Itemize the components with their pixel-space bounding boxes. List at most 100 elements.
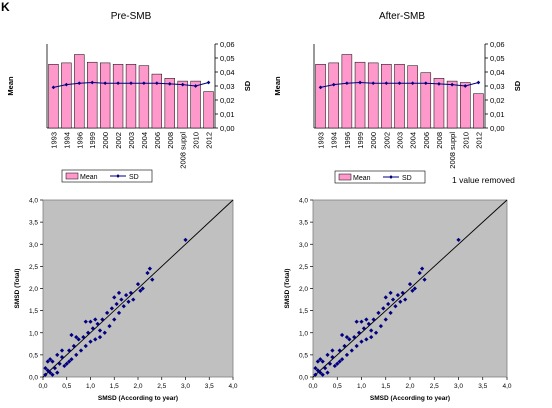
post-scatter-point bbox=[347, 337, 352, 342]
post-scatter-point bbox=[371, 317, 376, 322]
post-scatter-point bbox=[388, 310, 393, 315]
pre-bars-bar bbox=[48, 64, 59, 129]
post-scatter-point bbox=[373, 330, 379, 335]
pre-bars-bar bbox=[61, 62, 72, 129]
post-scatter-y-tick-label: 1,5 bbox=[299, 308, 308, 315]
post-bars-bar bbox=[420, 72, 432, 129]
pre-bars-x-tick-label: 1996 bbox=[75, 132, 84, 149]
post-bars-sd-point bbox=[476, 80, 481, 85]
post-bars-x-tick-label: 1993 bbox=[317, 132, 326, 149]
post-scatter-x-tick-label: 0,0 bbox=[308, 383, 317, 390]
post-scatter-x-tick-label: 2,0 bbox=[405, 383, 414, 390]
post-scatter-point bbox=[342, 343, 347, 349]
post-scatter-point bbox=[335, 361, 340, 366]
pre-bars-bar bbox=[177, 80, 188, 129]
pre-scatter-y-tick-label: 4,0 bbox=[29, 198, 38, 205]
post-scatter-point bbox=[364, 317, 369, 322]
pre-scatter-x-tick-label: 1,5 bbox=[110, 383, 119, 390]
post-scatter-point bbox=[388, 290, 393, 296]
pre-scatter-y-tick-label: 0,5 bbox=[29, 352, 38, 359]
post-bars-chart: After-SMB 0,00 0,01 0,02 0,03 0,04 0,05 0,06 199… bbox=[273, 11, 522, 184]
post-bars-title: After-SMB bbox=[379, 11, 425, 22]
pre-scatter-point bbox=[135, 281, 141, 287]
post-bars-legend-sd-marker bbox=[389, 175, 393, 179]
post-scatter-chart: 0,0 0,5 1,0 1,5 2,0 2,5 3,0 3,5 4,0 0,0 0,5 1,0 1,5 2… bbox=[284, 198, 512, 403]
post-scatter-point bbox=[420, 266, 425, 271]
post-bars-bar bbox=[407, 65, 418, 129]
post-scatter-x-tick-label: 2,5 bbox=[430, 383, 439, 390]
pre-bars-y2-tick-label: 0,04 bbox=[220, 68, 235, 77]
post-bars-y2-tick-label: 0,06 bbox=[490, 40, 505, 49]
pre-scatter-x-tick-label: 3,0 bbox=[181, 383, 190, 390]
post-scatter-point bbox=[381, 306, 386, 311]
post-scatter-x-tick-label: 0,5 bbox=[333, 383, 342, 390]
post-scatter-point bbox=[354, 343, 359, 349]
pre-scatter-chart: 0,0 0,5 1,0 1,5 2,0 2,5 3,0 3,5 4,0 0,0 0,5 1,0 1,5 2… bbox=[14, 198, 238, 403]
pre-scatter-point bbox=[145, 270, 150, 276]
post-bars-x-tick-label: 2010 bbox=[461, 132, 470, 149]
pre-scatter-x-tick-label: 2,5 bbox=[157, 383, 166, 390]
post-scatter-point bbox=[369, 335, 374, 340]
post-scatter-point bbox=[320, 359, 325, 364]
post-bars-x-tick-label: 2000 bbox=[369, 132, 378, 149]
post-scatter-y-tick-label: 4,0 bbox=[299, 198, 308, 205]
post-bars-y2-tick-label: 0,00 bbox=[490, 124, 505, 133]
pre-scatter-y-tick-label: 3,0 bbox=[29, 242, 38, 249]
post-bars-bar bbox=[460, 82, 471, 129]
post-scatter-point bbox=[354, 319, 359, 324]
post-bars-x-tick-label: 1999 bbox=[356, 132, 365, 149]
post-bars-y2-tick-label: 0,04 bbox=[490, 68, 505, 77]
post-bars-x-tick-label: 2006 bbox=[422, 132, 431, 149]
pre-bars-bar bbox=[190, 80, 201, 129]
pre-bars-y2-tick-label: 0,02 bbox=[220, 96, 235, 105]
pre-bars-legend-sd-marker bbox=[116, 174, 120, 178]
post-scatter-point bbox=[417, 270, 422, 276]
post-scatter-point bbox=[376, 310, 381, 315]
pre-scatter-y-tick-label: 2,5 bbox=[29, 264, 38, 271]
post-scatter-point bbox=[383, 295, 388, 300]
pre-scatter-y-label: SMSD (Total) bbox=[14, 269, 21, 309]
post-bars-legend-mean: Mean bbox=[353, 175, 371, 182]
pre-bars-x-tick-label: 2003 bbox=[127, 132, 136, 149]
pre-scatter-y-tick-label: 1,5 bbox=[29, 308, 38, 315]
pre-scatter-point bbox=[150, 277, 155, 282]
post-scatter-point bbox=[330, 348, 335, 353]
pre-scatter-x-tick-label: 1,0 bbox=[86, 383, 95, 390]
post-bars-y2-tick-label: 0,01 bbox=[490, 110, 505, 119]
pre-bars-bar bbox=[151, 73, 163, 129]
post-scatter-x-label: SMSD (According to year) bbox=[370, 395, 450, 402]
pre-bars-bar bbox=[203, 91, 214, 129]
post-scatter-y-tick-label: 1,0 bbox=[299, 330, 308, 337]
post-scatter-point bbox=[364, 337, 369, 342]
post-bars-y2-tick-label: 0,02 bbox=[490, 96, 505, 105]
post-scatter-point bbox=[330, 354, 335, 360]
post-bars-bar bbox=[381, 64, 392, 129]
post-scatter-point bbox=[313, 372, 318, 377]
pre-scatter-point bbox=[183, 237, 188, 242]
post-scatter-point bbox=[410, 288, 415, 293]
pre-bars-x-tick-label: 1993 bbox=[49, 132, 58, 149]
post-scatter-point bbox=[332, 363, 337, 369]
post-scatter-point bbox=[456, 237, 461, 242]
post-bars-sd-point bbox=[318, 85, 323, 90]
post-bars-bar bbox=[446, 80, 458, 129]
pre-bars-legend: Mean SD bbox=[61, 169, 153, 183]
pre-scatter-x-tick-label: 2,0 bbox=[133, 383, 142, 390]
post-bars-bar bbox=[315, 64, 326, 129]
post-bars-sd-point bbox=[331, 82, 336, 87]
pre-bars-bar bbox=[74, 54, 85, 129]
post-scatter-point bbox=[325, 352, 330, 357]
post-scatter-point bbox=[337, 348, 342, 353]
post-scatter-point bbox=[344, 352, 350, 357]
pre-bars-x-tick-label: 2006 bbox=[153, 132, 162, 149]
post-scatter-point bbox=[422, 277, 427, 282]
post-bars-x-tick-label: 1994 bbox=[330, 132, 339, 149]
removed-note: 1 value removed bbox=[452, 175, 515, 185]
post-scatter-x-tick-label: 3,5 bbox=[478, 383, 487, 390]
post-bars-sd-point bbox=[437, 82, 441, 86]
post-scatter-x-tick-label: 4,0 bbox=[502, 383, 511, 390]
pre-scatter-point bbox=[140, 286, 145, 291]
post-scatter-point bbox=[352, 335, 357, 340]
pre-bars-legend-sd: SD bbox=[129, 174, 139, 181]
